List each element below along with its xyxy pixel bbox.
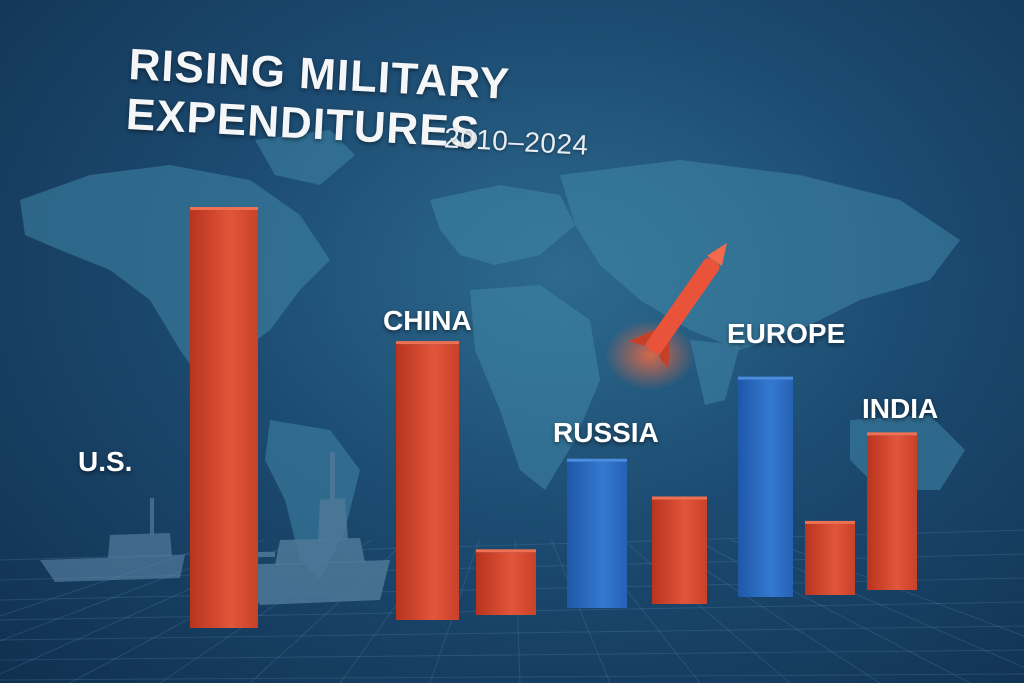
bar-top-1 bbox=[396, 341, 459, 345]
grid-line bbox=[0, 649, 1024, 661]
warship-mast-distant bbox=[150, 498, 154, 534]
warship-hull bbox=[230, 560, 390, 605]
missile-fin-left bbox=[628, 329, 656, 346]
bar-top-7 bbox=[867, 432, 917, 436]
label-europe: EUROPE bbox=[727, 318, 846, 349]
grid-line bbox=[0, 625, 1024, 641]
label-china: CHINA bbox=[383, 305, 472, 336]
label-india: INDIA bbox=[862, 393, 939, 424]
bar-top-3 bbox=[567, 458, 627, 462]
bar-top-6 bbox=[805, 520, 855, 524]
bar-3 bbox=[567, 461, 627, 608]
warship-hull-distant bbox=[40, 555, 185, 582]
warship-icon bbox=[230, 452, 390, 605]
warship-mast bbox=[330, 452, 335, 500]
label-us: U.S. bbox=[78, 446, 133, 477]
map-north-america bbox=[20, 165, 330, 385]
missile-fin-right bbox=[658, 339, 671, 369]
bar-1 bbox=[396, 344, 459, 620]
warship-tower bbox=[318, 498, 348, 542]
bar-2 bbox=[476, 552, 536, 615]
map-europe bbox=[430, 185, 575, 265]
map-greenland bbox=[255, 130, 355, 185]
grid-line bbox=[0, 673, 1024, 681]
map-asia bbox=[560, 160, 960, 350]
bar-top-4 bbox=[652, 496, 707, 500]
warship-icon bbox=[40, 498, 185, 582]
bar-0 bbox=[190, 210, 258, 628]
warship-gun bbox=[245, 552, 275, 557]
bar-top-0 bbox=[190, 207, 258, 210]
grid-line bbox=[550, 539, 611, 683]
bar-top-5 bbox=[738, 376, 793, 380]
bar-6 bbox=[805, 523, 855, 595]
bar-top-2 bbox=[476, 549, 536, 553]
missile-glow bbox=[605, 320, 695, 390]
bar-7 bbox=[867, 435, 917, 590]
missile-nose bbox=[707, 242, 728, 267]
map-africa bbox=[470, 285, 600, 490]
warship-deck bbox=[275, 538, 365, 565]
warship-deck-distant bbox=[108, 533, 172, 558]
missile-icon bbox=[605, 242, 728, 390]
bar-4 bbox=[652, 499, 707, 604]
map-india bbox=[690, 340, 740, 405]
bars-group bbox=[190, 207, 917, 628]
missile-body bbox=[646, 258, 720, 354]
world-map bbox=[20, 130, 965, 580]
bar-5 bbox=[738, 379, 793, 597]
grid-line bbox=[622, 539, 791, 683]
label-russia: RUSSIA bbox=[553, 417, 659, 448]
